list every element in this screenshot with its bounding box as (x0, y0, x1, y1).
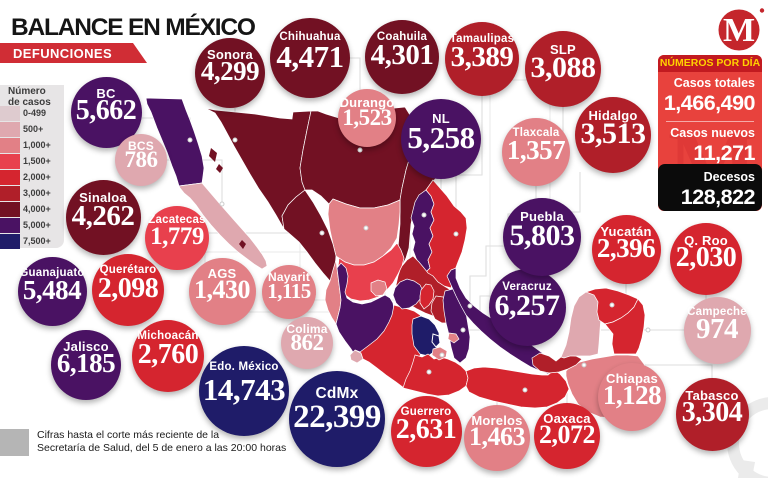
svg-text:M: M (723, 12, 755, 49)
